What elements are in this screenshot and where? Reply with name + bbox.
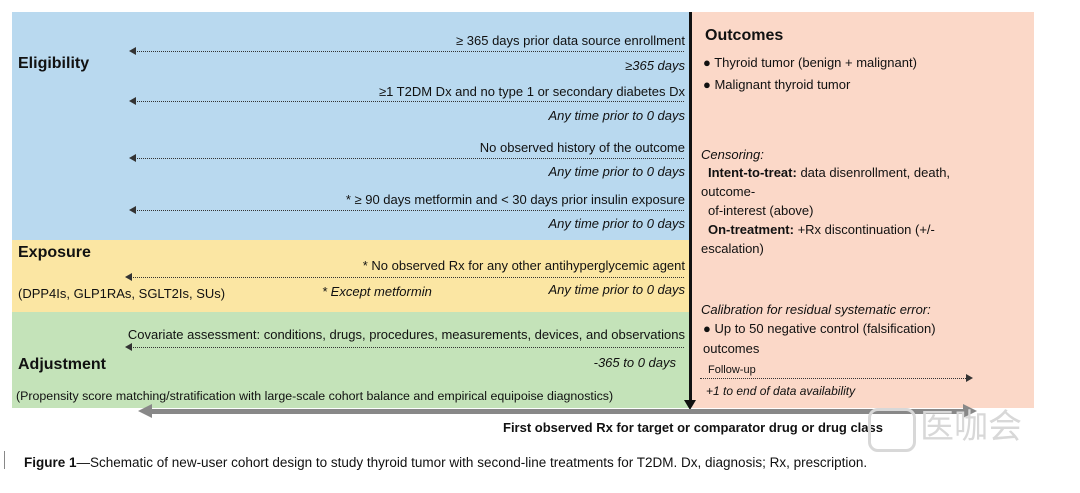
eligibility-arrow-1 xyxy=(137,51,684,52)
arrow-head-left xyxy=(125,343,132,351)
time-axis-left-arrow xyxy=(138,404,152,418)
eligibility-window-1: ≥365 days xyxy=(625,58,685,73)
adjustment-panel xyxy=(12,312,689,408)
adjustment-window: -365 to 0 days xyxy=(593,355,676,370)
caption-marker xyxy=(4,451,5,469)
eligibility-criterion-3: No observed history of the outcome xyxy=(479,140,685,155)
eligibility-panel xyxy=(12,12,689,240)
itt-line-2: outcome- xyxy=(701,184,756,199)
eligibility-arrow-3 xyxy=(137,158,684,159)
watermark-logo-icon xyxy=(868,408,916,452)
index-date-line xyxy=(689,12,692,402)
eligibility-criterion-2: ≥1 T2DM Dx and no type 1 or secondary di… xyxy=(378,84,685,99)
followup-window: +1 to end of data availability xyxy=(706,384,856,398)
adjustment-covariates: Covariate assessment: conditions, drugs,… xyxy=(127,327,685,342)
outcome-item-1-text: Thyroid tumor (benign + malignant) xyxy=(714,55,917,70)
exposure-note: * Except metformin xyxy=(322,284,432,299)
calibration-line-2: outcomes xyxy=(703,341,760,356)
eligibility-window-4: Any time prior to 0 days xyxy=(548,216,685,231)
ot-line-2: escalation) xyxy=(701,241,764,256)
exposure-arrow xyxy=(133,277,684,278)
eligibility-criterion-1: ≥ 365 days prior data source enrollment xyxy=(456,33,685,48)
watermark-text: 医咖会 xyxy=(920,408,1022,446)
arrow-head-left xyxy=(129,154,136,162)
itt-line: Intent-to-treat: data disenrollment, dea… xyxy=(708,165,950,181)
itt-line-3: of-interest (above) xyxy=(708,203,814,218)
calibration-item: ● Up to 50 negative control (falsificati… xyxy=(703,321,936,336)
time-axis-right-arrow xyxy=(963,404,977,418)
arrow-head-left xyxy=(129,47,136,55)
adjustment-method: (Propensity score matching/stratificatio… xyxy=(16,389,614,403)
eligibility-title: Eligibility xyxy=(18,55,90,72)
exposure-window: Any time prior to 0 days xyxy=(548,282,685,297)
calibration-label: Calibration for residual systematic erro… xyxy=(701,302,931,317)
exposure-criterion: * No observed Rx for any other antihyper… xyxy=(362,258,685,273)
itt-label: Intent-to-treat: xyxy=(708,165,797,180)
outcomes-title: Outcomes xyxy=(705,27,784,44)
exposure-title: Exposure xyxy=(18,244,91,261)
exposure-drugs: (DPP4Is, GLP1RAs, SGLT2Is, SUs) xyxy=(18,286,226,301)
eligibility-criterion-4: * ≥ 90 days metformin and < 30 days prio… xyxy=(345,192,685,207)
time-axis-line xyxy=(150,409,965,414)
outcomes-panel xyxy=(692,12,1034,408)
arrow-head-right xyxy=(966,374,973,382)
adjustment-arrow xyxy=(133,347,684,348)
followup-arrow xyxy=(700,378,966,379)
adjustment-title: Adjustment xyxy=(18,356,106,373)
arrow-head-left xyxy=(125,273,132,281)
caption-prefix: Figure 1 xyxy=(24,455,77,470)
outcome-item-1: ● Thyroid tumor (benign + malignant) xyxy=(703,55,917,70)
eligibility-arrow-2 xyxy=(137,101,684,102)
censoring-label: Censoring: xyxy=(701,147,764,162)
eligibility-window-3: Any time prior to 0 days xyxy=(548,164,685,179)
outcome-item-2: ● Malignant thyroid tumor xyxy=(703,77,851,92)
arrow-head-left xyxy=(129,206,136,214)
ot-text: +Rx discontinuation (+/- xyxy=(797,222,935,237)
index-label: First observed Rx for target or comparat… xyxy=(503,420,883,435)
eligibility-arrow-4 xyxy=(137,210,684,211)
itt-text: data disenrollment, death, xyxy=(800,165,951,180)
outcome-item-2-text: Malignant thyroid tumor xyxy=(714,77,851,92)
exposure-panel xyxy=(12,240,689,312)
ot-line: On-treatment: +Rx discontinuation (+/- xyxy=(708,222,935,238)
ot-label: On-treatment: xyxy=(708,222,794,237)
caption-text: —Schematic of new-user cohort design to … xyxy=(76,455,868,470)
figure-caption: Figure 1—Schematic of new-user cohort de… xyxy=(24,455,867,471)
index-date-arrow-head xyxy=(684,400,696,410)
followup-label: Follow-up xyxy=(708,364,756,376)
arrow-head-left xyxy=(129,97,136,105)
calibration-item-text: Up to 50 negative control (falsification… xyxy=(714,321,936,336)
eligibility-window-2: Any time prior to 0 days xyxy=(548,108,685,123)
